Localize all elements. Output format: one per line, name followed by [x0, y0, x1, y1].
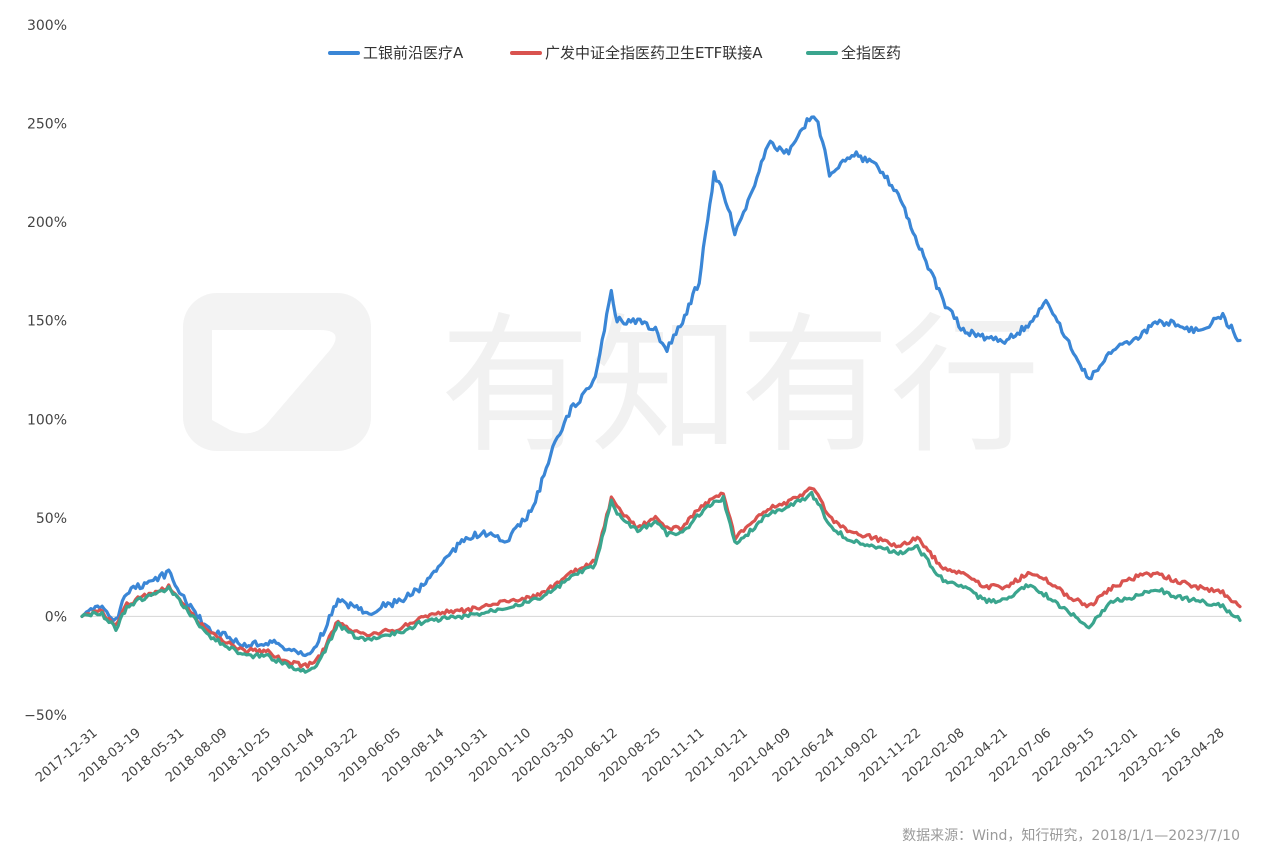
- series-line: [80, 486, 1242, 669]
- legend: 工银前沿医疗A 广发中证全指医药卫生ETF联接A 全指医药: [328, 44, 901, 62]
- y-tick-label: 100%: [27, 412, 67, 428]
- watermark-logo-icon: [183, 293, 371, 451]
- legend-label: 广发中证全指医药卫生ETF联接A: [545, 44, 763, 62]
- series-line: [80, 115, 1242, 658]
- watermark: 有知有行: [183, 293, 1040, 474]
- y-tick-label: 50%: [36, 511, 67, 527]
- y-tick-label: 0%: [45, 609, 67, 625]
- series-line: [80, 490, 1242, 674]
- y-tick-label: 300%: [27, 18, 67, 34]
- series-layer: [80, 115, 1242, 674]
- legend-label: 工银前沿医疗A: [363, 44, 464, 62]
- legend-label: 全指医药: [841, 44, 901, 62]
- y-tick-label: 200%: [27, 215, 67, 231]
- watermark-text: 有知有行: [440, 300, 1040, 474]
- y-tick-label: 150%: [27, 314, 67, 330]
- y-tick-label: 250%: [27, 117, 67, 133]
- source-note: 数据来源：Wind，知行研究，2018/1/1—2023/7/10: [902, 827, 1240, 844]
- y-tick-label: −50%: [24, 708, 67, 724]
